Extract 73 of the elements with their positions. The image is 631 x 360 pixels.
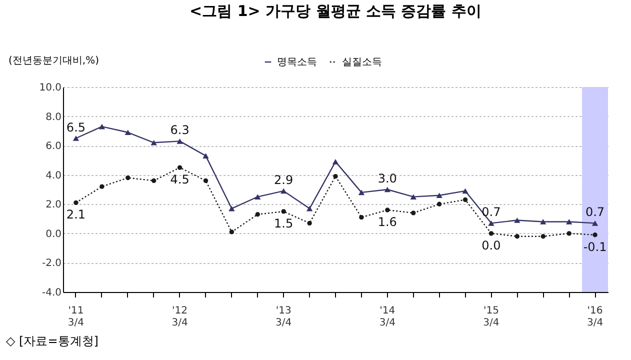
chart-title: <그림 1> 가구당 월평균 소득 증감률 추이 xyxy=(190,2,482,20)
point xyxy=(514,234,520,239)
legend-label: 명목소득 xyxy=(277,57,317,68)
point xyxy=(150,140,157,146)
point xyxy=(126,175,130,180)
data-label: 0.0 xyxy=(482,238,501,252)
point xyxy=(359,214,364,220)
point xyxy=(177,165,182,170)
data-label: 1.6 xyxy=(378,215,397,229)
point xyxy=(462,188,468,194)
y-tick-label: 0.0 xyxy=(46,228,62,240)
x-tick-label: '15 3/4 xyxy=(483,306,500,328)
point xyxy=(306,206,313,212)
data-label: 0.7 xyxy=(585,205,605,220)
point xyxy=(384,186,390,192)
y-tick-label: 8.0 xyxy=(46,112,62,123)
point xyxy=(566,231,572,236)
point xyxy=(124,130,131,136)
point xyxy=(254,194,261,200)
point xyxy=(281,209,286,214)
data-label: -0.1 xyxy=(583,240,607,254)
point xyxy=(72,136,80,141)
data-label: 6.5 xyxy=(66,120,86,134)
y-tick-label: 10.0 xyxy=(39,82,62,94)
x-tick-label: '16 3/4 xyxy=(586,306,604,328)
point xyxy=(592,232,598,238)
point xyxy=(332,159,339,164)
point xyxy=(280,188,287,194)
point xyxy=(410,194,416,200)
point xyxy=(462,197,468,202)
data-label: 3.0 xyxy=(378,172,397,186)
point xyxy=(307,220,312,226)
x-tick-label: '13 3/4 xyxy=(276,306,292,328)
point xyxy=(98,124,106,130)
point xyxy=(228,206,235,212)
point xyxy=(436,202,442,206)
point xyxy=(540,234,546,239)
point xyxy=(100,184,104,189)
point xyxy=(436,192,442,198)
y-tick-label: -4.0 xyxy=(42,288,62,298)
y-tick-label: -2.0 xyxy=(42,258,62,270)
point xyxy=(411,210,416,216)
legend-label: 실질소득 xyxy=(342,57,382,68)
data-label: 2.9 xyxy=(274,172,294,187)
point xyxy=(358,190,365,196)
point xyxy=(514,218,520,223)
point xyxy=(540,219,546,224)
point xyxy=(203,178,208,184)
data-label: 0.7 xyxy=(482,205,501,220)
x-tick-label: '14 3/4 xyxy=(379,306,396,328)
y-tick-label: 2.0 xyxy=(46,200,62,211)
point xyxy=(176,138,183,144)
x-tick-label: '12 3/4 xyxy=(172,306,188,328)
point xyxy=(151,178,156,184)
point xyxy=(202,153,209,158)
y-axis-title: (전년동분기대비,%) xyxy=(8,56,100,66)
data-label: 6.3 xyxy=(170,123,190,138)
data-label: 4.5 xyxy=(170,172,190,187)
text: ◇ [자료=통계청] xyxy=(5,333,100,350)
x-tick-label: '11 3/4 xyxy=(68,306,84,328)
y-tick-label: 6.0 xyxy=(46,141,62,152)
point xyxy=(488,220,494,226)
point xyxy=(255,212,260,217)
data-label: 1.5 xyxy=(274,216,294,230)
point xyxy=(229,230,234,234)
y-tick-label: 4.0 xyxy=(46,170,62,182)
point xyxy=(385,208,390,212)
point xyxy=(74,200,78,206)
point xyxy=(592,220,598,226)
point xyxy=(488,231,494,236)
point xyxy=(333,174,338,179)
point xyxy=(566,219,572,224)
data-label: 2.1 xyxy=(66,208,86,222)
